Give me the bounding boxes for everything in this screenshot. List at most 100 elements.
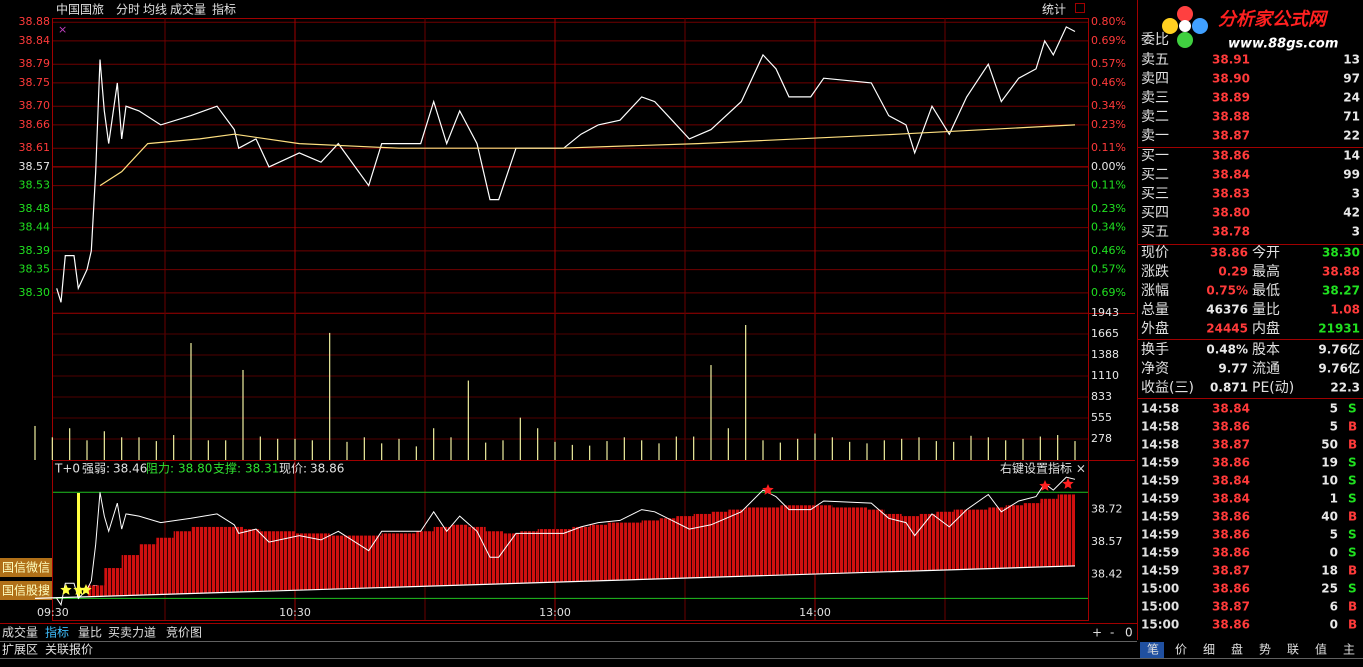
strength-bar bbox=[347, 535, 365, 589]
zoom-button[interactable]: - bbox=[1110, 626, 1114, 640]
trade-price: 38.86 bbox=[1212, 528, 1250, 542]
petal bbox=[1192, 18, 1208, 34]
stat-label: 量比 bbox=[1252, 302, 1280, 318]
header: 中国国旅 分时 均线 成交量 指标 统计 × bbox=[56, 2, 1085, 36]
marker: × bbox=[58, 23, 67, 36]
trade-volume: 5 bbox=[1330, 528, 1338, 542]
stat-label: 最高 bbox=[1252, 263, 1280, 280]
trade-price: 38.87 bbox=[1212, 600, 1250, 614]
signal-star bbox=[1039, 480, 1051, 491]
tab[interactable]: 关联报价 bbox=[45, 642, 93, 657]
book-volume: 3 bbox=[1352, 225, 1360, 239]
strength-bar bbox=[191, 526, 209, 593]
tab[interactable]: 成交量 bbox=[2, 625, 38, 640]
panel-tab[interactable]: 势 bbox=[1259, 643, 1271, 657]
tab[interactable]: 指标 bbox=[212, 2, 236, 17]
strength-bar bbox=[208, 526, 226, 593]
pct-tick-label: 0.11% bbox=[1091, 141, 1126, 154]
trade-side: B bbox=[1348, 600, 1357, 614]
stat-button[interactable]: 统计 bbox=[1042, 3, 1066, 17]
stat-label: 股本 bbox=[1252, 342, 1280, 358]
side-label[interactable]: 国信微信 bbox=[2, 561, 50, 575]
trade-time: 14:59 bbox=[1141, 510, 1179, 524]
stat-value: 0.29 bbox=[1218, 265, 1248, 279]
tab[interactable]: 成交量 bbox=[170, 2, 206, 17]
trade-price: 38.86 bbox=[1212, 456, 1250, 470]
book-price: 38.90 bbox=[1212, 72, 1250, 86]
panel-tab[interactable]: 笔 bbox=[1147, 642, 1159, 657]
y-tick-label: 38.79 bbox=[19, 57, 51, 70]
y-tick-label: 38.57 bbox=[1091, 535, 1123, 548]
tab-active[interactable]: 指标 bbox=[45, 625, 69, 640]
petal bbox=[1162, 18, 1178, 34]
tab[interactable]: 量比 bbox=[78, 626, 102, 640]
tab[interactable]: 扩展区 bbox=[2, 643, 38, 657]
strength-bar bbox=[87, 585, 105, 597]
strength-bar bbox=[1040, 498, 1058, 567]
strength-bar bbox=[884, 513, 902, 572]
side-label[interactable]: 国信股搜 bbox=[2, 583, 50, 598]
petal bbox=[1177, 6, 1193, 22]
y-tick-label: 38.39 bbox=[19, 244, 51, 257]
hint[interactable]: 右键设置指标 × bbox=[1000, 461, 1086, 476]
trade-time: 14:58 bbox=[1141, 438, 1179, 452]
tab[interactable]: 买卖力道 bbox=[108, 626, 156, 640]
tab[interactable]: 竞价图 bbox=[166, 626, 202, 640]
panel-tab[interactable]: 主 bbox=[1343, 643, 1355, 657]
strength-bar bbox=[139, 544, 157, 595]
book-label: 买二 bbox=[1141, 167, 1169, 183]
pct-tick-label: 0.46% bbox=[1091, 76, 1126, 89]
panel-tab[interactable]: 值 bbox=[1315, 642, 1327, 657]
x-tick-label: 14:00 bbox=[799, 606, 831, 619]
logo: 分析家公式网 www.88gs.com 委比 bbox=[1141, 6, 1338, 52]
window-button[interactable] bbox=[1075, 3, 1085, 13]
strength-bar bbox=[277, 531, 295, 591]
panel-tab[interactable]: 联 bbox=[1287, 643, 1299, 657]
stat-label: 今开 bbox=[1252, 245, 1280, 261]
trade-volume: 1 bbox=[1330, 492, 1338, 506]
pct-tick-label: 0.23% bbox=[1091, 118, 1126, 131]
strength-bar bbox=[1057, 494, 1075, 566]
panel-tab[interactable]: 盘 bbox=[1231, 642, 1243, 657]
y-tick-label: 38.84 bbox=[19, 34, 51, 47]
strength-bar bbox=[659, 518, 677, 579]
trade-side: S bbox=[1348, 582, 1357, 596]
side-button[interactable] bbox=[0, 558, 52, 577]
panel-tab[interactable]: 价 bbox=[1175, 643, 1187, 657]
book-volume: 24 bbox=[1343, 91, 1360, 105]
strength-bar bbox=[260, 531, 278, 591]
tab[interactable]: 分时 bbox=[116, 3, 140, 17]
pct-tick-label: 0.11% bbox=[1091, 179, 1126, 192]
strength-bar bbox=[901, 516, 919, 571]
price-line bbox=[56, 26, 1076, 303]
order-label: 委比 bbox=[1141, 32, 1169, 48]
book-label: 卖五 bbox=[1141, 52, 1169, 68]
pct-tick-label: 0.80% bbox=[1091, 15, 1126, 28]
strength-bar bbox=[641, 520, 659, 579]
book-volume: 97 bbox=[1343, 72, 1360, 86]
stat-value: 38.27 bbox=[1322, 284, 1360, 298]
zoom-button[interactable]: + bbox=[1092, 626, 1102, 640]
tab[interactable]: 均线 bbox=[143, 3, 167, 17]
stat-value: 0.75% bbox=[1206, 284, 1248, 298]
side-button[interactable] bbox=[0, 581, 52, 600]
panel-tab[interactable]: 细 bbox=[1203, 643, 1215, 657]
book-volume: 14 bbox=[1343, 149, 1360, 163]
stat-value: 38.30 bbox=[1322, 246, 1360, 260]
book-label: 卖二 bbox=[1141, 109, 1169, 125]
book-label: 买五 bbox=[1141, 224, 1169, 240]
strength-bar bbox=[971, 509, 989, 569]
stat-value: 46376 bbox=[1206, 303, 1248, 317]
book-label: 卖四 bbox=[1141, 71, 1169, 87]
book-price: 38.78 bbox=[1212, 225, 1250, 239]
stat-label: 总量 bbox=[1141, 302, 1169, 318]
trade-side: B bbox=[1348, 564, 1357, 578]
y-tick-label: 555 bbox=[1091, 411, 1112, 424]
signal-star bbox=[73, 584, 85, 595]
signal-star bbox=[80, 584, 92, 595]
strength-bar bbox=[104, 568, 122, 596]
book-volume: 99 bbox=[1343, 168, 1360, 182]
zoom-button[interactable]: 0 bbox=[1125, 626, 1133, 640]
